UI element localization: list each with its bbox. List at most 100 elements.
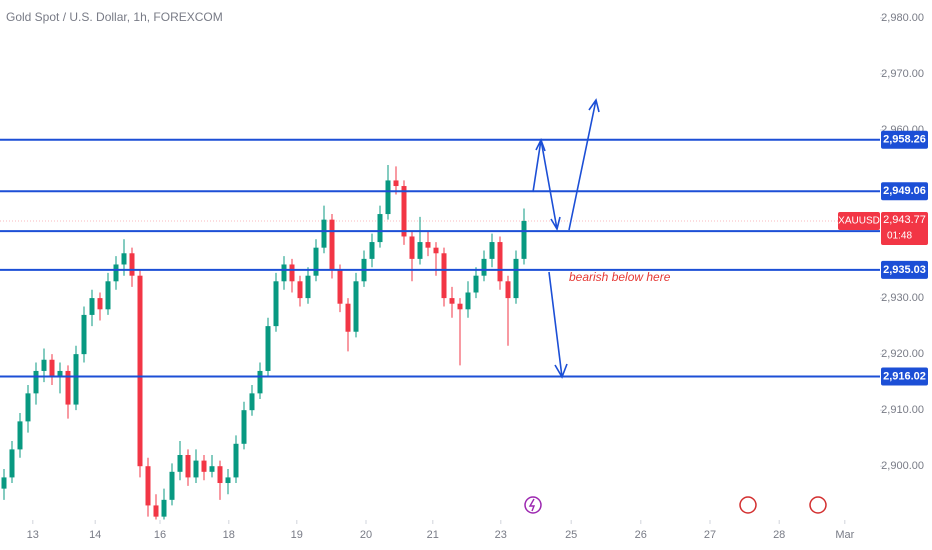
arrow-up-target [568, 98, 600, 231]
candle-body [145, 466, 151, 506]
candle-body [33, 370, 39, 394]
countdown-label: 01:48 [887, 231, 912, 242]
y-tick-label: 2,920.00 [881, 348, 924, 360]
candle-body [289, 264, 295, 282]
candle-body [449, 298, 455, 304]
candle-body [161, 499, 167, 517]
candle-body [9, 449, 15, 478]
x-tick-label: 28 [773, 529, 785, 541]
candle-body [337, 270, 343, 304]
x-tick-label: 23 [495, 529, 507, 541]
y-tick-label: 2,900.00 [881, 460, 924, 472]
candle-body [281, 264, 287, 282]
candle-body [273, 281, 279, 327]
candle-body [297, 281, 303, 299]
candle-body [89, 298, 95, 315]
candle-body [225, 477, 231, 484]
candle-body [257, 370, 263, 394]
chart-title: Gold Spot / U.S. Dollar, 1h, FOREXCOM [6, 10, 223, 24]
last-price-label: 2,943.77 [883, 214, 926, 226]
candle-body [417, 242, 423, 259]
candle-body [129, 253, 135, 276]
candle-body [137, 275, 143, 467]
candle-body [481, 258, 487, 276]
candle-body [377, 214, 383, 243]
candle-body [249, 393, 255, 411]
candle-body [113, 264, 119, 282]
candle-body [369, 242, 375, 259]
arrows [532, 98, 600, 379]
candle-body [25, 393, 31, 422]
event-icons [524, 496, 827, 514]
level-label: 2,958.26 [883, 134, 926, 146]
candle-body [441, 253, 447, 299]
level-label: 2,949.06 [883, 185, 926, 197]
candle-body [1, 477, 7, 489]
candle-body [153, 505, 159, 517]
event-icon [524, 496, 542, 514]
x-tick-label: 27 [704, 529, 716, 541]
y-tick-label: 2,930.00 [881, 292, 924, 304]
candle-body [433, 247, 439, 254]
candle-body [473, 275, 479, 293]
candle-body [233, 443, 239, 478]
x-tick-label: Mar [835, 529, 854, 541]
x-tick-label: 19 [291, 529, 303, 541]
candle-body [81, 314, 87, 355]
candle-body [209, 466, 215, 472]
last-price-box [881, 211, 928, 245]
candle-body [353, 281, 359, 332]
candle-body [201, 460, 207, 472]
candle-body [193, 460, 199, 478]
y-tick-label: 2,970.00 [881, 68, 924, 80]
candle-body [17, 421, 23, 450]
candle-body [241, 410, 247, 444]
candle-body [313, 247, 319, 276]
candle-body [169, 471, 175, 500]
candle-body [401, 186, 407, 237]
y-tick-label: 2,910.00 [881, 404, 924, 416]
candle-body [497, 242, 503, 282]
candle-body [73, 354, 79, 405]
flag-icon [809, 496, 827, 514]
candle-body [385, 180, 391, 215]
candle-body [457, 303, 463, 310]
candle-body [425, 242, 431, 248]
x-tick-label: 13 [27, 529, 39, 541]
arrow-down-target [548, 271, 568, 379]
candle-body [177, 455, 183, 472]
level-label-box [881, 260, 928, 279]
candle-body [393, 180, 399, 187]
candle-body [489, 242, 495, 259]
candle-body [49, 359, 55, 377]
arrow-down [540, 139, 561, 232]
candle-body [409, 236, 415, 259]
candle-body [345, 303, 351, 332]
flag-icon [739, 496, 757, 514]
event-icon [528, 498, 536, 512]
x-tick-label: 25 [565, 529, 577, 541]
candle-body [505, 281, 511, 299]
symbol-label: XAUUSD [838, 216, 880, 227]
candle-body [513, 258, 519, 299]
y-tick-label: 2,980.00 [881, 12, 924, 24]
candle-body [217, 466, 223, 484]
x-tick-label: 20 [360, 529, 372, 541]
candle-body [65, 370, 71, 405]
candle-body [265, 326, 271, 371]
candle-body [321, 219, 327, 248]
level-label-box [881, 130, 928, 149]
x-tick-label: 26 [635, 529, 647, 541]
level-label-box [881, 367, 928, 386]
candle-body [465, 292, 471, 310]
candle-body [121, 253, 127, 265]
candle-body [105, 281, 111, 310]
x-tick-label: 18 [223, 529, 235, 541]
level-label-box [881, 182, 928, 201]
symbol-box [838, 211, 880, 230]
x-tick-label: 21 [427, 529, 439, 541]
candle-body [521, 220, 527, 259]
x-tick-label: 16 [154, 529, 166, 541]
level-label: 2,935.03 [883, 264, 926, 276]
